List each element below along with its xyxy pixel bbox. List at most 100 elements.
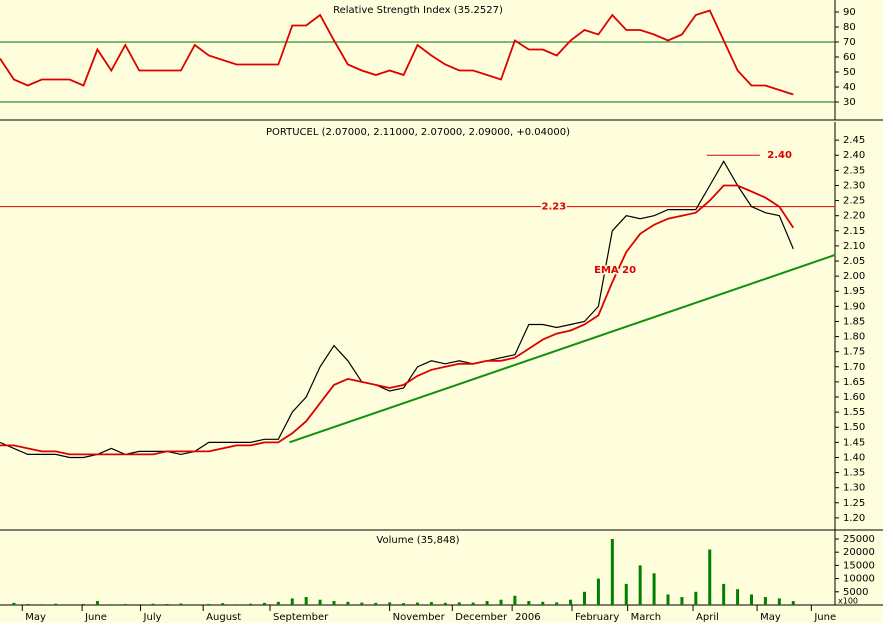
volume-bar [736,589,740,605]
y-tick-label: 15000 [843,560,875,571]
y-tick-label: 20000 [843,547,875,558]
volume-bar [541,601,545,605]
volume-bar [304,597,308,605]
x-tick-label: May [25,612,46,623]
y-tick-label: 10000 [843,574,875,585]
volume-bar [499,599,503,605]
y-tick-label: 1.35 [843,468,865,479]
volume-bar [624,583,628,605]
volume-bar [666,594,670,605]
y-tick-label: 2.15 [843,226,865,237]
volume-bar [40,604,44,605]
y-tick-label: 1.95 [843,286,865,297]
volume-bar [708,549,712,605]
volume-bar [26,603,30,605]
volume-bar [54,603,58,605]
volume-bar [0,604,2,605]
x-tick-label: September [273,612,329,623]
volume-bar [596,578,600,605]
x-tick-label: August [206,612,241,623]
volume-bar [165,603,169,605]
series-line [0,9,794,96]
volume-bar [513,595,517,605]
volume-bar [360,602,364,605]
volume-bar [388,602,392,605]
volume-bar [235,604,239,605]
y-tick-label: 5000 [843,587,868,598]
y-tick-label: 2.00 [843,271,865,282]
volume-bar [583,591,586,605]
volume-bar [193,604,197,605]
reference-label: 2.40 [767,150,792,161]
volume-bar [750,594,753,605]
x-tick-label: June [813,612,836,623]
x-tick-label: March [631,612,661,623]
x-tick-label: July [143,612,162,623]
x-tick-label: 2006 [515,612,540,623]
x-tick-label: December [455,612,508,623]
y-tick-label: 2.05 [843,256,865,267]
y-tick-label: 2.40 [843,150,865,161]
y-tick-label: 1.70 [843,362,865,373]
x-tick-label: November [393,612,446,623]
y-tick-label: 1.45 [843,437,865,448]
panel-title: Relative Strength Index (35.2527) [333,5,503,16]
y-tick-label: 1.40 [843,452,865,463]
y-tick-label: 2.45 [843,135,865,146]
volume-bar [221,603,225,605]
y-tick-label: 60 [843,52,856,63]
volume-bar [82,603,85,605]
volume-bar [402,603,406,605]
volume-bar [763,597,767,605]
series-label: EMA 20 [594,265,636,276]
volume-bar [95,601,99,605]
volume-bar [429,602,433,605]
volume-bar [638,565,642,605]
y-tick-label: 2.10 [843,241,865,252]
volume-bar [555,602,559,605]
y-tick-label: 1.80 [843,332,865,343]
series-line [0,160,794,459]
volume-bar [694,591,698,605]
trendline [289,254,836,444]
volume-bar [680,597,684,605]
y-tick-label: 1.60 [843,392,865,403]
volume-bar [123,603,127,605]
x-tick-label: June [84,612,107,623]
y-tick-label: 2.25 [843,196,865,207]
volume-bar [457,602,461,605]
x-tick-label: April [696,612,719,623]
y-tick-label: 1.55 [843,407,865,418]
volume-bar [374,602,378,605]
volume-bar [569,599,573,605]
volume-bar [68,604,72,605]
y-tick-label: 25000 [843,534,875,545]
volume-bar [12,602,16,605]
y-tick-label: 80 [843,22,856,33]
volume-bar [610,538,614,605]
x-tick-label: February [575,612,619,623]
panel-title: PORTUCEL (2.07000, 2.11000, 2.07000, 2.0… [266,127,570,138]
volume-bar [276,601,280,605]
volume-bar [443,602,447,605]
y-tick-label: 2.30 [843,180,865,191]
volume-bar [290,598,294,605]
y-tick-label: 30 [843,97,856,108]
y-tick-label: 70 [843,37,856,48]
y-tick-label: 1.85 [843,316,865,327]
volume-bar [722,583,726,605]
series-line [0,184,795,456]
volume-bar [249,603,252,605]
y-tick-label: 50 [843,67,856,78]
y-tick-label: 2.35 [843,165,865,176]
volume-bar [527,601,531,605]
volume-bar [179,603,183,605]
y-tick-label: 1.65 [843,377,865,388]
unit-label: x100 [838,597,858,606]
volume-bar [777,598,781,605]
y-tick-label: 90 [843,7,856,18]
volume-bar [652,573,656,605]
